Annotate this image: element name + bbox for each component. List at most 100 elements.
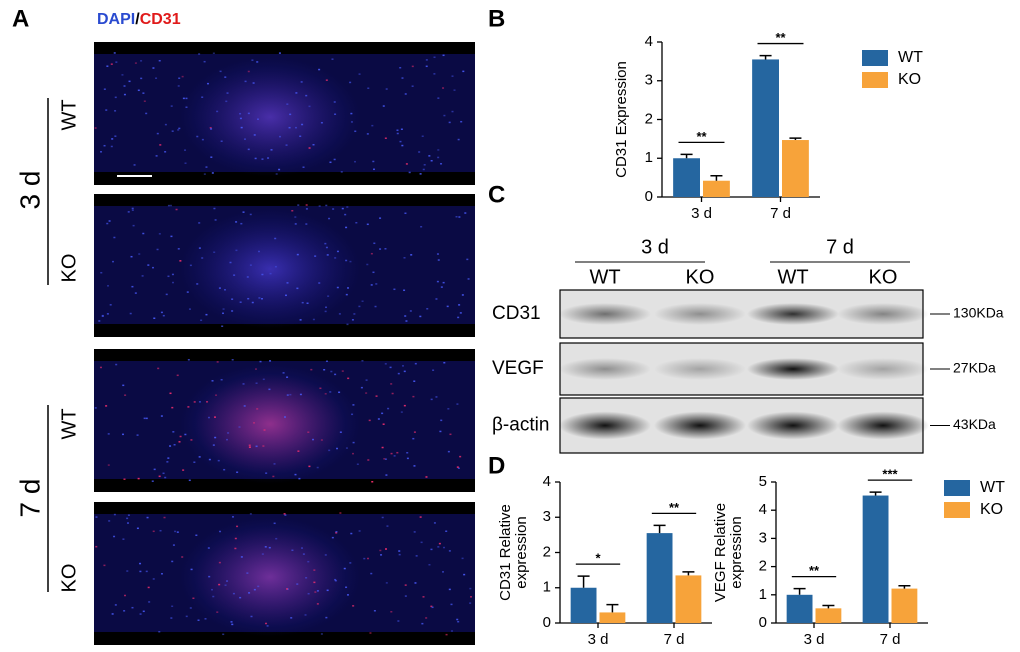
speck <box>291 209 294 212</box>
speck <box>289 393 292 396</box>
speck <box>192 597 195 600</box>
vessels <box>195 67 345 167</box>
speck <box>181 75 184 78</box>
speck <box>222 308 225 310</box>
speck <box>133 164 136 166</box>
speck <box>450 603 453 606</box>
speck <box>361 300 364 302</box>
speck <box>305 577 308 579</box>
speck <box>437 156 440 159</box>
speck <box>131 209 134 211</box>
speck <box>248 446 251 448</box>
speck <box>105 109 108 111</box>
speck <box>384 363 387 365</box>
speck <box>354 160 357 163</box>
speck <box>246 276 249 278</box>
speck <box>164 123 167 126</box>
y-tick-label: 4 <box>645 33 653 50</box>
speck <box>186 291 189 293</box>
legend-swatch <box>862 50 888 66</box>
legend-label: KO <box>980 501 1003 518</box>
speck <box>231 298 234 300</box>
speck <box>336 250 339 253</box>
speck <box>314 591 317 593</box>
speck <box>442 571 445 573</box>
speck <box>275 173 278 175</box>
speck <box>330 370 333 373</box>
speck <box>145 112 148 115</box>
speck <box>460 120 463 123</box>
micrographs <box>94 42 475 645</box>
speck <box>107 464 110 466</box>
speck <box>426 308 429 310</box>
legend-label: KO <box>898 71 921 88</box>
speck <box>145 417 148 420</box>
speck <box>335 532 338 534</box>
speck <box>147 586 150 589</box>
y-tick-label: 1 <box>759 586 767 603</box>
speck <box>220 140 223 142</box>
speck <box>247 112 250 115</box>
speck <box>282 372 285 374</box>
speck <box>418 151 421 153</box>
speck <box>255 382 258 384</box>
speck <box>470 596 473 598</box>
speck <box>339 512 342 514</box>
speck <box>404 212 407 215</box>
speck <box>126 522 129 524</box>
speck <box>400 411 403 413</box>
speck <box>256 61 259 63</box>
speck <box>298 477 301 480</box>
speck <box>401 77 404 79</box>
sig-label: ** <box>669 500 680 515</box>
speck <box>201 257 204 259</box>
timepoint: 7 d <box>14 479 45 518</box>
speck <box>325 306 328 309</box>
speck <box>405 163 408 165</box>
speck <box>396 132 399 135</box>
speck <box>422 596 425 598</box>
y-axis-label: expression <box>513 516 530 589</box>
speck <box>258 297 261 299</box>
speck <box>201 138 204 141</box>
speck <box>278 52 281 54</box>
speck <box>195 534 198 537</box>
legend-swatch <box>944 480 970 496</box>
speck <box>386 525 389 527</box>
speck <box>445 530 448 533</box>
y-tick-label: 0 <box>645 188 653 205</box>
speck <box>169 445 172 447</box>
speck <box>451 75 454 77</box>
speck <box>425 476 428 478</box>
speck <box>307 431 310 433</box>
speck <box>263 429 266 431</box>
speck <box>413 465 416 467</box>
speck <box>396 451 399 454</box>
speck <box>459 312 462 314</box>
speck <box>345 293 348 296</box>
speck <box>205 313 208 316</box>
speck <box>131 207 134 210</box>
speck <box>158 59 161 62</box>
x-tick-label: 7 d <box>770 205 791 222</box>
speck <box>366 133 369 135</box>
speck <box>230 621 233 623</box>
speck <box>466 258 469 261</box>
speck <box>435 396 438 398</box>
error-bar <box>653 524 666 534</box>
speck <box>329 391 332 393</box>
speck <box>265 622 268 625</box>
speck <box>121 433 124 436</box>
speck <box>164 476 167 479</box>
speck <box>373 610 376 612</box>
speck <box>224 76 227 78</box>
speck <box>167 457 170 459</box>
band <box>654 411 746 440</box>
speck <box>443 546 446 549</box>
speck <box>131 606 134 609</box>
speck <box>196 283 199 285</box>
y-tick-label: 1 <box>645 149 653 166</box>
speck <box>325 204 328 207</box>
speck <box>373 242 376 245</box>
speck <box>302 166 305 168</box>
